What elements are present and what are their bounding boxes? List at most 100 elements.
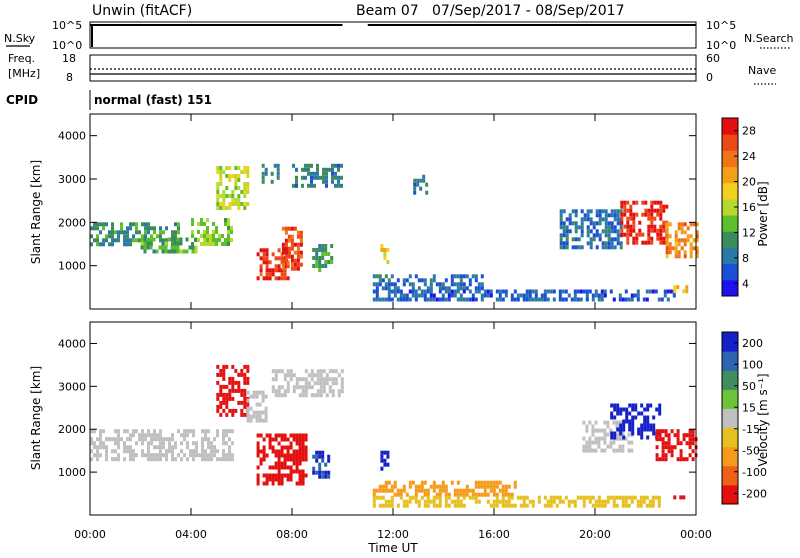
heatmap-cell	[231, 441, 234, 446]
heatmap-cell	[662, 240, 666, 245]
heatmap-cell	[616, 217, 620, 222]
heatmap-cell	[399, 492, 403, 497]
heatmap-cell	[114, 457, 117, 462]
heatmap-cell	[146, 237, 150, 242]
heatmap-cell	[492, 488, 496, 493]
heatmap-cell	[144, 234, 147, 239]
colorbar-swatch	[722, 408, 738, 429]
heatmap-cell	[405, 293, 409, 298]
heatmap-cell	[192, 449, 195, 454]
velocity-y-title: Slant Range [km]	[29, 366, 43, 470]
heatmap-cell	[631, 427, 635, 432]
heatmap-cell	[650, 240, 654, 245]
heatmap-cell	[141, 429, 144, 434]
heatmap-cell	[152, 237, 156, 242]
heatmap-cell	[492, 503, 496, 508]
heatmap-cell	[283, 465, 287, 470]
heatmap-cell	[390, 484, 394, 489]
colorbar-tick-label: -15	[742, 423, 760, 436]
heatmap-cell	[258, 402, 262, 407]
heatmap-cell	[615, 495, 619, 500]
heatmap-cell	[105, 449, 108, 454]
heatmap-cell	[243, 400, 247, 405]
heatmap-cell	[426, 488, 430, 493]
heatmap-cell	[304, 393, 308, 398]
heatmap-cell	[628, 411, 632, 416]
heatmap-cell	[480, 492, 484, 497]
heatmap-cell	[147, 230, 150, 235]
heatmap-cell	[96, 437, 99, 442]
heatmap-cell	[646, 435, 650, 440]
heatmap-cell	[195, 441, 198, 446]
heatmap-cell	[626, 228, 630, 233]
heatmap-cell	[201, 441, 204, 446]
heatmap-cell	[626, 236, 630, 241]
heatmap-cell	[689, 246, 693, 251]
heatmap-cell	[568, 217, 572, 222]
heatmap-cell	[230, 238, 233, 242]
heatmap-cell	[237, 206, 241, 210]
heatmap-cell	[399, 293, 403, 298]
heatmap-cell	[624, 297, 628, 302]
heatmap-cell	[474, 286, 478, 291]
heatmap-cell	[673, 445, 677, 450]
heatmap-cell	[315, 458, 319, 463]
heatmap-cell	[682, 437, 686, 442]
heatmap-cell	[307, 183, 310, 188]
heatmap-cell	[628, 427, 632, 432]
heatmap-cell	[665, 222, 669, 227]
heatmap-cell	[159, 230, 162, 235]
heatmap-cell	[645, 297, 649, 302]
heatmap-cell	[489, 488, 493, 493]
heatmap-cell	[274, 268, 278, 273]
heatmap-cell	[378, 278, 382, 283]
heatmap-cell	[444, 297, 448, 302]
heatmap-cell	[135, 226, 138, 231]
heatmap-cell	[480, 484, 484, 489]
colorbar-tick-label: 50	[742, 380, 756, 393]
heatmap-cell	[594, 289, 598, 294]
heatmap-cell	[264, 167, 268, 172]
heatmap-cell	[591, 428, 595, 433]
heatmap-cell	[225, 457, 228, 462]
colorbar-swatch	[722, 370, 738, 390]
heatmap-cell	[384, 274, 388, 279]
heatmap-cell	[237, 372, 241, 377]
heatmap-cell	[676, 457, 680, 462]
heatmap-cell	[216, 408, 220, 413]
colorbar-tick-label: -200	[742, 487, 767, 500]
heatmap-cell	[224, 218, 227, 222]
heatmap-cell	[685, 457, 689, 462]
heatmap-cell	[597, 499, 601, 504]
heatmap-cell	[486, 480, 490, 485]
heatmap-cell	[603, 440, 607, 445]
heatmap-cell	[206, 234, 209, 238]
heatmap-cell	[274, 369, 278, 374]
heatmap-cell	[298, 457, 302, 462]
heatmap-cell	[165, 238, 168, 243]
heatmap-cell	[296, 234, 300, 239]
heatmap-cell	[477, 492, 481, 497]
heatmap-cell	[174, 230, 177, 235]
heatmap-cell	[328, 377, 332, 382]
heatmap-cell	[286, 477, 290, 482]
heatmap-cell	[670, 445, 674, 450]
heatmap-cell	[375, 488, 379, 493]
heatmap-cell	[228, 437, 231, 442]
heatmap-cell	[286, 453, 290, 458]
heatmap-cell	[304, 433, 308, 438]
heatmap-cell	[274, 393, 278, 398]
heatmap-cell	[628, 423, 632, 428]
heatmap-cell	[661, 457, 665, 462]
heatmap-cell	[222, 206, 226, 210]
heatmap-cell	[661, 445, 665, 450]
heatmap-cell	[438, 484, 442, 489]
heatmap-cell	[435, 484, 439, 489]
heatmap-cell	[256, 441, 260, 446]
heatmap-cell	[429, 289, 433, 294]
heatmap-cell	[138, 230, 141, 235]
heatmap-cell	[93, 441, 96, 446]
heatmap-cell	[117, 457, 120, 462]
heatmap-cell	[327, 470, 331, 475]
heatmap-cell	[618, 293, 622, 298]
